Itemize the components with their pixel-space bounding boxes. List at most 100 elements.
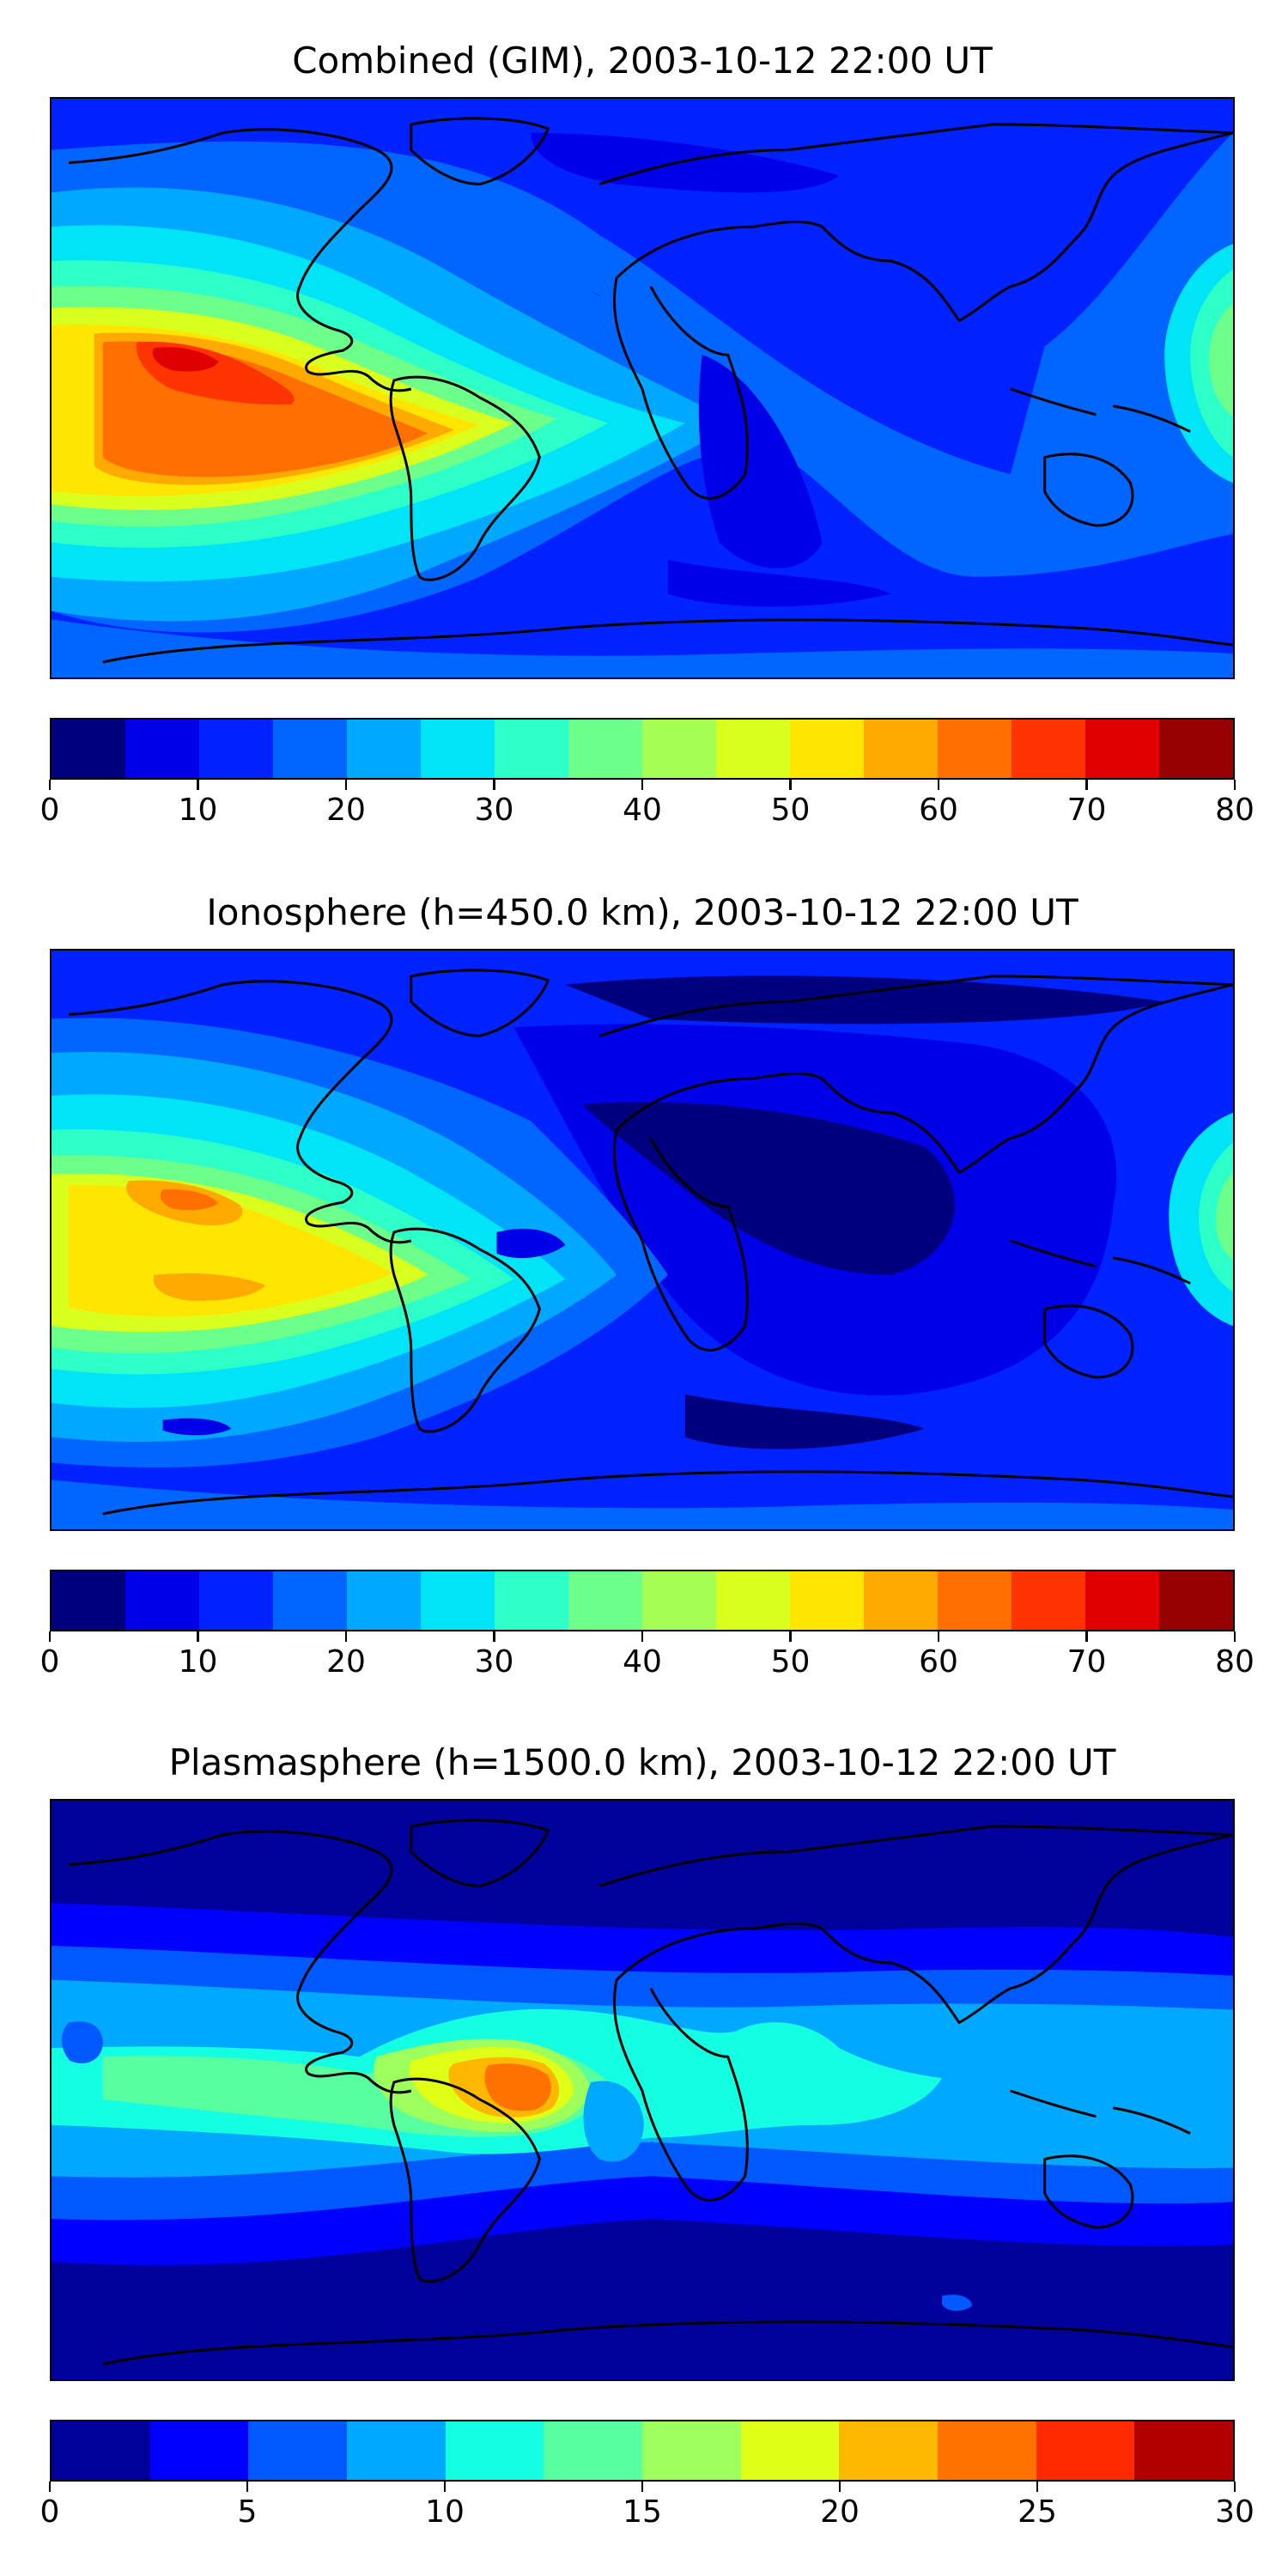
panel2-colorbar-tick-mark [197,1631,199,1642]
panel1-colorbar-swatch-11 [864,720,938,778]
panel3-colorbar-tick-label: 30 [1215,2494,1255,2530]
panel3-colorbar-swatch-10 [1036,2421,1135,2480]
panel2-coast-australia [1043,1304,1134,1379]
panel1-low-eurasia [531,132,840,193]
panel1-colorbar-swatch-4 [347,720,421,778]
panel2-map-svg [52,951,1233,1529]
panel3-colorbar-swatch-0 [52,2421,150,2480]
panel1-polar-south [52,619,1233,677]
panel2-low-eurasia-core [582,1102,955,1275]
panel1-coast-north-america [68,128,412,392]
panel2-colorbar-swatch-4 [347,1571,421,1630]
panel1-colorbar-swatch-0 [52,720,125,778]
panel2-low-pacific-south [162,1418,232,1436]
panel3-map [50,1799,1235,2381]
panel1-colorbar-tick-mark [937,780,940,790]
panel2-coast-indonesia [1010,1239,1191,1285]
panel3-colorbar-tick-mark [1036,2482,1039,2492]
panel3-coast-antarctica [102,2320,1233,2366]
panel1-coast-south-america [389,375,541,581]
panel1-colorbar-tick-mark [197,780,199,790]
panel2-colorbar-tick-label: 60 [919,1644,958,1680]
panel2-colorbar-tick-label: 80 [1215,1644,1255,1680]
panel1-coastlines [68,117,1233,664]
panel1-colorbar-tick-label: 10 [178,793,218,828]
panel2-colorbar-swatch-3 [273,1571,347,1630]
panel2-coast-south-america [389,1227,541,1433]
panel3-coast-north-america [68,1830,412,2094]
panel1-colorbar-swatch-10 [790,720,864,778]
panel1-colorbar-tick-label: 70 [1066,793,1107,828]
panel1-low-south [667,559,891,607]
panel3-band-22-5 [484,2063,551,2111]
panel1-colorbar-swatch-13 [1012,720,1085,778]
panel1-low-africa [698,355,823,568]
panel2-colorbar-tick-mark [1085,1631,1088,1642]
panel2-colorbar-tick-mark [937,1631,940,1642]
panel1-title: Combined (GIM), 2003-10-12 22:00 UT [292,39,993,82]
panel1-colorbar-tick-mark [493,780,495,790]
panel3-colorbar-tick-label: 10 [425,2494,465,2530]
panel2-colorbar-swatch-11 [864,1571,938,1630]
panel3-west-pacific-12 [1182,2043,1233,2101]
panel3-colorbar-swatch-5 [544,2421,643,2480]
panel1-west-pacific-40 [1209,303,1233,416]
panel1-colorbar-tick-label: 60 [919,793,958,828]
panel1-coast-antarctica [102,618,1233,664]
panel3-coast-greenland [410,1819,550,1887]
panel2-colorbar-tick-mark [641,1631,644,1642]
panel1-colorbar-tick-label: 50 [770,793,811,828]
panel2-band-50 [68,1185,394,1317]
panel2-colorbar-swatch-5 [421,1571,495,1630]
panel1-coast-australia [1043,453,1134,527]
panel1-colorbar-swatch-15 [1159,720,1233,778]
panel2-low-arctic [565,975,1165,1024]
panel2-coastlines [68,969,1233,1516]
panel2-colorbar-tick-label: 70 [1066,1644,1107,1680]
panel3-colorbar [50,2420,1235,2482]
panel3-colorbar-tick-mark [641,2482,644,2492]
panel3-colorbar-tick-mark [443,2482,447,2492]
panel2-colorbar-swatch-9 [716,1571,790,1630]
panel3-colorbar-tick-label: 15 [623,2494,662,2530]
panel3-colorbar-tick-mark [838,2482,841,2492]
panel2-coast-greenland [410,969,550,1037]
panel2-band-60-north [160,1189,219,1211]
panel1-colorbar-swatch-8 [642,720,716,778]
panel3-coast-indonesia [1010,2089,1191,2136]
panel1-coast-africa-eurasia [612,131,1233,500]
panel2-colorbar-swatch-13 [1012,1571,1085,1630]
panel3-colorbar-swatch-6 [642,2421,741,2480]
panel1-band-70 [152,347,219,372]
panel2-colorbar-swatch-14 [1085,1571,1159,1630]
panel2-west-pacific-35 [1199,1142,1233,1292]
panel1-colorbar-tick-mark [789,780,792,790]
panel2-band-55-south [153,1273,266,1301]
panel3-colorbar-tick-label: 0 [39,2494,60,2530]
panel1-colorbar-tick-label: 80 [1215,793,1255,828]
panel3-title: Plasmasphere (h=1500.0 km), 2003-10-12 2… [168,1741,1116,1783]
panel3-low-atlantic-2 [583,2081,644,2162]
panel2-colorbar-tick-mark [789,1631,792,1642]
panel2-colorbar-swatch-10 [790,1571,864,1630]
panel3-colorbar-swatch-11 [1134,2421,1234,2480]
panel2-colorbar-tick-label: 40 [623,1644,662,1680]
panel1-colorbar-swatch-14 [1085,720,1159,778]
panel3-colorbar-tick-mark [1233,2482,1236,2492]
panel1-colorbar-tick-mark [1085,780,1088,790]
panel1-colorbar-swatch-6 [495,720,568,778]
panel2-colorbar-tick-label: 20 [326,1644,366,1680]
panel2-colorbar-swatch-8 [642,1571,716,1630]
panel2-colorbar-swatch-15 [1159,1571,1233,1630]
panel1-coast-indonesia [1010,387,1191,434]
panel1-colorbar-swatch-3 [273,720,347,778]
panel2-polar-south [52,1479,1233,1529]
panel3-colorbar-swatch-1 [149,2421,249,2480]
panel2-colorbar-swatch-12 [938,1571,1012,1630]
panel3-colorbar-swatch-4 [445,2421,544,2480]
panel3-colorbar-swatch-2 [248,2421,348,2480]
panel2-low-south [684,1394,926,1449]
panel2-low-atlantic [496,1229,566,1259]
panel1-colorbar-swatch-1 [125,720,199,778]
panel3-colorbar-tick-label: 5 [237,2494,258,2530]
